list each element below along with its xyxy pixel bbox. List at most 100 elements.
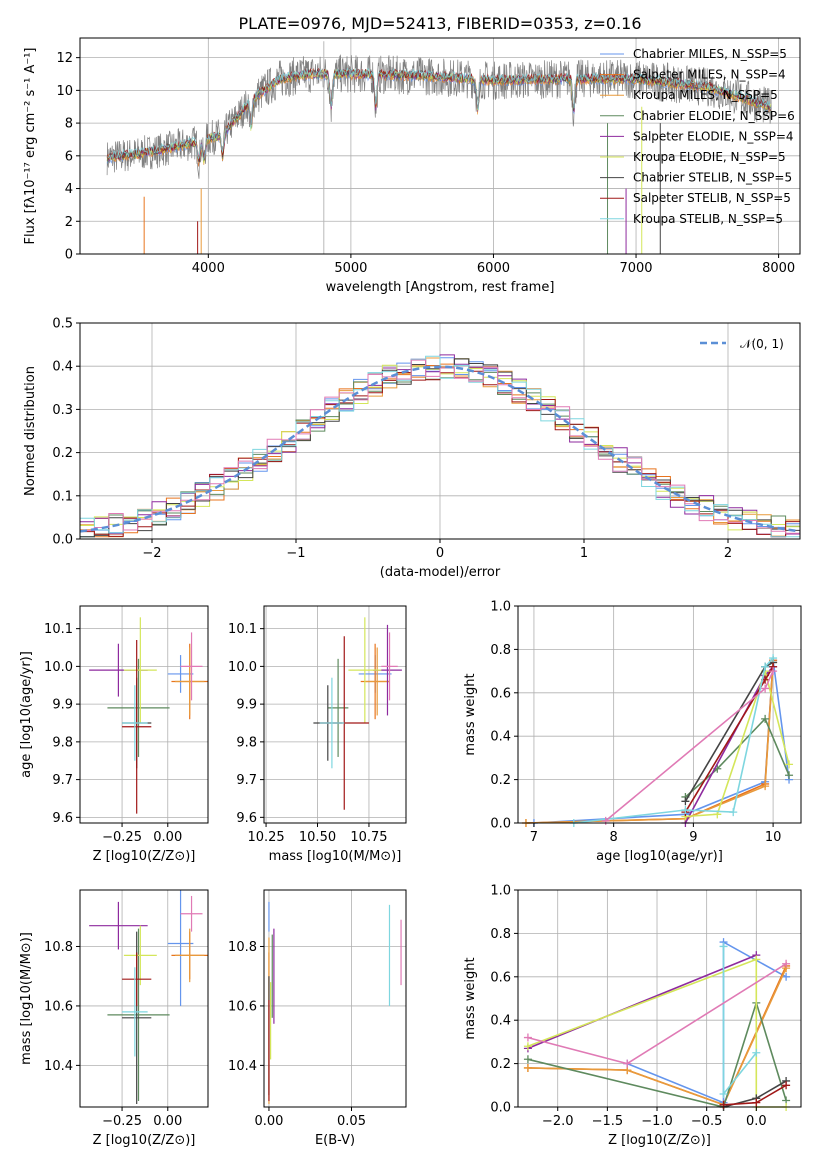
x-tick-label: 0.00 xyxy=(153,1114,182,1129)
x-tick-label: 8 xyxy=(610,830,618,845)
normal-reference-curve xyxy=(80,365,800,533)
y-tick-label: 0.1 xyxy=(52,489,73,504)
residual-histogram xyxy=(80,359,800,534)
x-tick-label: 10 xyxy=(765,830,782,845)
x-tick-label: 6000 xyxy=(477,261,510,276)
x-axis-label: mass [log10(M/M⊙)] xyxy=(269,849,402,864)
x-tick-label: 0 xyxy=(436,546,444,561)
legend-label: Kroupa ELODIE, N_SSP=5 xyxy=(633,150,786,164)
y-tick-label: 1.0 xyxy=(490,600,511,615)
x-tick-label: 9 xyxy=(689,830,697,845)
axes-frame xyxy=(517,889,802,1108)
weight-marker xyxy=(523,1063,532,1072)
x-tick-label: −1.5 xyxy=(592,1114,624,1129)
weight-marker xyxy=(761,714,770,723)
plot-area xyxy=(313,617,402,810)
weight-line xyxy=(685,668,790,818)
weight-marker xyxy=(752,1098,761,1107)
y-tick-label: 9.8 xyxy=(236,735,257,750)
y-tick-label: 0.0 xyxy=(490,817,511,832)
x-tick-label: 10.25 xyxy=(247,830,284,845)
y-tick-label: 0.4 xyxy=(52,360,73,375)
y-tick-label: 1.0 xyxy=(490,884,511,899)
legend-label: Chabrier MILES, N_SSP=5 xyxy=(633,47,787,61)
panel-mass_vs_ebv: 0.00 0.05 10.4 10.6 10.8 E(B-V) xyxy=(228,889,407,1148)
y-tick-label: 10.1 xyxy=(228,622,257,637)
x-tick-label: 0.05 xyxy=(337,1114,366,1129)
y-tick-label: 4 xyxy=(65,182,73,197)
legend-label: Salpeter ELODIE, N_SSP=4 xyxy=(633,129,794,143)
y-tick-label: 10.4 xyxy=(44,1059,73,1074)
weight-line xyxy=(533,660,790,824)
legend-label: Salpeter MILES, N_SSP=4 xyxy=(633,68,786,82)
axes-frame xyxy=(517,605,802,824)
x-tick-label: 4000 xyxy=(192,261,225,276)
x-tick-label: 0.00 xyxy=(254,1114,283,1129)
y-tick-label: 9.7 xyxy=(52,773,73,788)
x-tick-label: −1.0 xyxy=(641,1114,673,1129)
y-axis-label: mass weight xyxy=(463,957,478,1039)
y-tick-label: 10.8 xyxy=(228,940,257,955)
weight-line xyxy=(723,1084,787,1106)
y-axis-label: Normed distribution xyxy=(23,366,38,496)
legend-label: Kroupa MILES, N_SSP=5 xyxy=(633,88,778,102)
x-tick-label: 2 xyxy=(724,546,732,561)
weight-marker xyxy=(782,972,791,981)
plot-area xyxy=(106,41,772,254)
y-tick-label: 9.8 xyxy=(52,735,73,750)
panel-age_vs_Z: −0.25 0.00 9.6 9.7 9.8 9.9 10.0 10.1 Z [log10(Z/… xyxy=(19,605,209,864)
panel-residuals: −2 −1 0 1 2 0.0 0.1 0.2 0.3 0.4 0.5 (data-model)/er… xyxy=(23,317,801,580)
plot-area xyxy=(89,890,208,1105)
x-axis-label: age [log10(age/yr)] xyxy=(596,849,723,864)
y-tick-label: 10 xyxy=(56,84,73,99)
y-tick-label: 10.6 xyxy=(228,999,257,1014)
panel-weight_vs_age: 7 8 9 10 0.0 0.2 0.4 0.6 0.8 1.0 age [log10(age/yr… xyxy=(463,600,802,864)
y-tick-label: 2 xyxy=(65,215,73,230)
y-tick-label: 0.4 xyxy=(490,730,511,745)
y-tick-label: 10.6 xyxy=(44,999,73,1014)
axes-frame xyxy=(79,889,209,1108)
weight-marker xyxy=(523,1033,532,1042)
weight-marker xyxy=(752,1048,761,1057)
weight-marker xyxy=(761,782,770,791)
plot-area xyxy=(80,354,800,538)
y-tick-label: 12 xyxy=(56,51,73,66)
y-axis-label: age [log10(age/yr)] xyxy=(19,651,34,778)
weight-line xyxy=(527,1000,787,1108)
x-tick-label: 10.75 xyxy=(350,830,387,845)
y-tick-label: 0.2 xyxy=(52,446,73,461)
weight-marker xyxy=(782,959,791,968)
y-tick-label: 0.6 xyxy=(490,970,511,985)
y-tick-label: 9.6 xyxy=(52,811,73,826)
x-tick-label: 5000 xyxy=(334,261,367,276)
x-tick-label: −2 xyxy=(142,546,161,561)
panel-mass_vs_Z: −0.25 0.00 10.4 10.6 10.8 Z [log10(Z/Z⊙)] mass… xyxy=(19,889,209,1148)
y-tick-label: 9.7 xyxy=(236,773,257,788)
axes-frame xyxy=(263,605,407,824)
weight-marker xyxy=(769,654,778,663)
x-tick-label: −1 xyxy=(286,546,305,561)
legend-label: 𝒩(0, 1) xyxy=(740,337,784,351)
weight-marker xyxy=(752,955,761,964)
y-tick-label: 0.4 xyxy=(490,1014,511,1029)
weight-marker xyxy=(769,667,778,676)
figure-title: PLATE=0976, MJD=52413, FIBERID=0353, z=0… xyxy=(238,14,641,33)
legend-label: Chabrier STELIB, N_SSP=5 xyxy=(633,171,792,185)
y-axis-label: mass weight xyxy=(463,673,478,755)
y-tick-label: 0.3 xyxy=(52,403,73,418)
panel-weight_vs_Z: −2.0 −1.5 −1.0 −0.5 0.0 0.0 0.2 0.4 0.6 0.8 1.0 Z [… xyxy=(463,884,802,1148)
y-tick-label: 10.1 xyxy=(44,622,73,637)
weight-marker xyxy=(729,808,738,817)
weight-marker xyxy=(719,942,728,951)
y-tick-label: 0.5 xyxy=(52,317,73,332)
y-tick-label: 0.8 xyxy=(490,643,511,658)
weight-marker xyxy=(761,684,770,693)
x-tick-label: 10.50 xyxy=(299,830,336,845)
weight-marker xyxy=(761,662,770,671)
x-tick-label: −0.25 xyxy=(102,1114,142,1129)
y-tick-label: 10.0 xyxy=(228,660,257,675)
weight-marker xyxy=(523,1055,532,1064)
x-axis-label: E(B-V) xyxy=(315,1133,355,1148)
y-axis-label: Flux [fλ10⁻¹⁷ erg cm⁻² s⁻¹ A⁻¹] xyxy=(23,48,38,245)
y-tick-label: 0.2 xyxy=(490,1057,511,1072)
